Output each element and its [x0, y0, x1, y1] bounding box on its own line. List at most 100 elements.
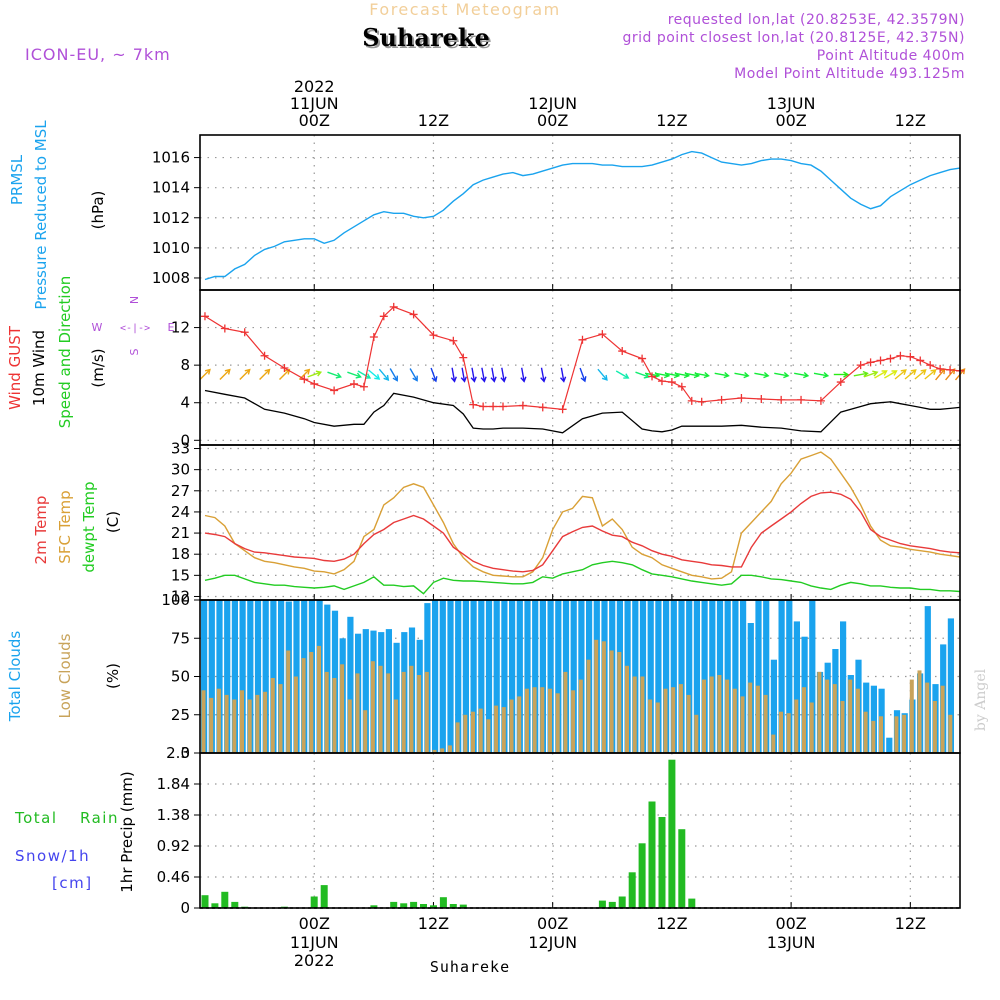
low-cloud-bar: [317, 645, 321, 753]
low-cloud-bar: [871, 720, 876, 753]
low-cloud-bar: [909, 679, 914, 753]
wind-direction-arrow: [471, 367, 476, 382]
wind-direction-arrow: [307, 371, 322, 378]
gust-point-marker: [558, 405, 567, 414]
gust-point-marker: [797, 395, 806, 404]
total-cloud-bar: [647, 600, 654, 753]
wind-direction-label: Speed and Direction: [56, 276, 74, 429]
wind-arrow-head: [623, 373, 630, 379]
wind-direction-arrow: [327, 371, 341, 378]
y-tick-label: 1008: [152, 269, 190, 287]
gust-point-marker: [369, 332, 378, 341]
top-time-tick: 00Z: [537, 111, 568, 130]
gust-point-marker: [677, 382, 686, 391]
low-cloud-bar: [717, 675, 722, 753]
low-cloud-bar: [902, 714, 907, 754]
temperature-unit: (C): [104, 511, 122, 533]
low-cloud-bar: [386, 673, 391, 753]
low-cloud-bar: [201, 690, 206, 753]
rain-bar: [658, 817, 666, 908]
low-cloud-bar: [293, 676, 298, 753]
gust-point-marker: [667, 378, 676, 387]
y-tick-label: 1.38: [157, 806, 190, 824]
gust-point-marker: [429, 331, 438, 340]
low-cloud-bar: [763, 694, 768, 753]
wind-direction-arrow: [794, 372, 809, 377]
low-cloud-bar: [478, 708, 483, 753]
wind-direction-arrow: [560, 367, 565, 382]
low-cloud-bar: [794, 699, 799, 753]
precip-axis-label: 1hr Precip (mm): [118, 771, 136, 892]
pressure-series-line: [204, 150, 961, 281]
wind-speed-line: [204, 389, 961, 434]
wind-direction-arrow: [199, 369, 211, 380]
sfc-temp-label: SFC Temp: [56, 490, 74, 563]
low-cloud-bar: [863, 711, 868, 753]
wind-arrow-head: [743, 371, 750, 379]
gust-point-marker: [916, 356, 925, 365]
low-cloud-bar: [732, 688, 737, 753]
gust-point-marker: [449, 336, 458, 345]
bottom-year-label: 2022: [294, 951, 335, 970]
low-cloud-bar: [648, 699, 653, 753]
gust-point-marker: [866, 358, 875, 367]
total-cloud-bar: [216, 600, 223, 753]
rain-bar: [668, 759, 676, 908]
rain-bar: [231, 901, 239, 908]
low-cloud-bar: [655, 702, 660, 753]
low-cloud-bar: [417, 675, 422, 753]
total-cloud-bar: [501, 600, 508, 753]
total-cloud-bar: [555, 600, 562, 753]
low-cloud-bar: [586, 659, 591, 753]
top-time-tick: 12Z: [418, 111, 449, 130]
total-cloud-bar: [432, 600, 439, 753]
wind-direction-arrow: [774, 372, 789, 377]
wind-direction-arrow: [481, 367, 486, 382]
wind-unit: (m/s): [89, 348, 107, 387]
total-cloud-bar: [224, 600, 231, 753]
low-cloud-bar: [548, 688, 552, 753]
wind-arrow-head: [930, 369, 937, 376]
low-cloud-bar: [694, 714, 699, 754]
gust-point-marker: [240, 328, 249, 337]
low-cloud-bar: [825, 679, 830, 753]
gust-point-marker: [926, 361, 935, 370]
total-cloud-bar: [724, 600, 731, 753]
top-date-label: 11JUN: [290, 94, 339, 113]
wind-direction-arrow: [540, 367, 545, 382]
total-cloud-bar: [470, 600, 477, 753]
low-cloud-bar: [925, 682, 930, 753]
bottom-time-tick: 00Z: [537, 914, 568, 933]
rain-bar: [410, 901, 418, 908]
gust-point-marker: [618, 347, 627, 356]
total-cloud-bar: [809, 600, 816, 753]
wind-arrow-head: [891, 370, 898, 376]
rain-bar: [459, 904, 467, 908]
model-label: ICON-EU, ~ 7km: [25, 45, 171, 64]
top-date-label: 13JUN: [767, 94, 816, 113]
total-cloud-bar: [462, 600, 469, 753]
low-cloud-bar: [347, 699, 352, 753]
low-cloud-bar: [501, 707, 506, 753]
watermark: by Angel: [973, 668, 989, 731]
gust-point-marker: [379, 312, 388, 321]
wind-arrow-head: [335, 372, 342, 379]
low-cloud-bar: [678, 684, 683, 753]
gust-point-marker: [469, 400, 478, 409]
total-cloud-bar: [732, 600, 739, 753]
total-cloud-bar: [509, 600, 516, 753]
low-cloud-bar: [447, 745, 452, 753]
y-tick-label: 30: [171, 461, 190, 479]
wind-direction-arrow: [430, 367, 437, 382]
low-cloud-bar: [779, 711, 783, 753]
low-cloud-bar: [786, 713, 791, 753]
rain-bar: [430, 905, 437, 908]
bottom-time-tick: 00Z: [775, 914, 806, 933]
wind-direction-arrow: [754, 372, 769, 377]
low-cloud-bar: [309, 652, 314, 753]
point-altitude: Point Altitude 400m: [817, 48, 965, 64]
top-time-tick: 12Z: [656, 111, 687, 130]
wind-arrow-head: [822, 371, 830, 379]
gust-point-marker: [648, 372, 657, 381]
wind-arrow-head: [470, 376, 477, 383]
